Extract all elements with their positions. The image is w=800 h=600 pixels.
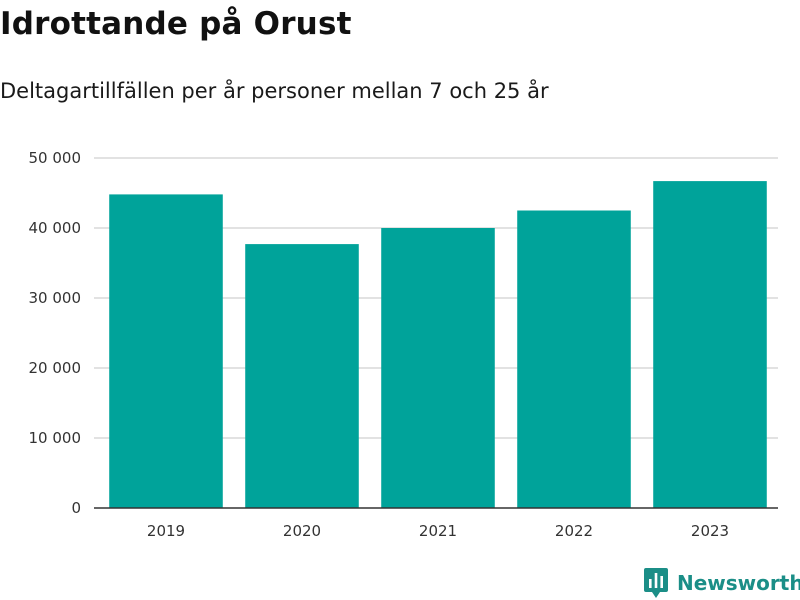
- y-tick-label: 20 000: [29, 359, 82, 377]
- bar-2019: [109, 194, 223, 508]
- bar-2023: [653, 181, 767, 508]
- brand-logo: Newsworthy: [644, 568, 800, 598]
- brand-name: Newsworthy: [677, 571, 800, 595]
- x-tick-label: 2022: [555, 522, 593, 540]
- chart-subtitle: Deltagartillfällen per år personer mella…: [0, 79, 549, 103]
- newsworthy-logo-icon: [644, 568, 668, 598]
- x-tick-label: 2021: [419, 522, 457, 540]
- x-tick-label: 2019: [147, 522, 185, 540]
- bar-2021: [381, 228, 495, 508]
- bars: [109, 181, 767, 508]
- y-tick-label: 50 000: [29, 149, 82, 167]
- y-tick-label: 10 000: [29, 429, 82, 447]
- chart-title: Idrottande på Orust: [0, 6, 352, 42]
- x-tick-label: 2020: [283, 522, 321, 540]
- x-tick-label: 2023: [691, 522, 729, 540]
- y-tick-label: 30 000: [29, 289, 82, 307]
- y-tick-label: 40 000: [29, 219, 82, 237]
- y-tick-label: 0: [71, 499, 81, 517]
- bar-2020: [245, 244, 359, 508]
- bar-2022: [517, 210, 631, 508]
- axes: 0 10 000 20 000 30 000 40 000 50 000 2019 2020 2…: [29, 149, 778, 540]
